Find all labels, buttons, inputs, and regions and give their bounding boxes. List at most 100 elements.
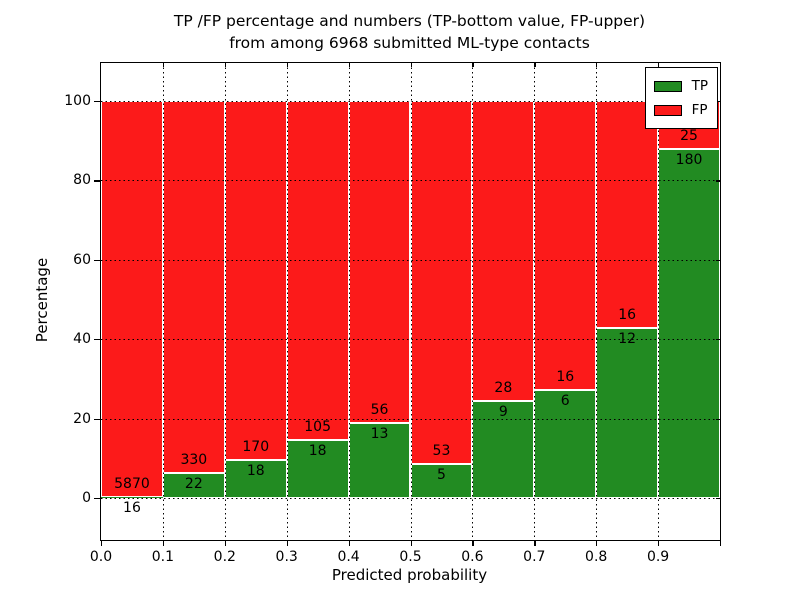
- bar-fp-segment: [472, 101, 535, 402]
- chart-title-line2: from among 6968 submitted ML-type contac…: [229, 34, 590, 52]
- bar-fp-segment: [534, 101, 597, 390]
- y-tick-label: 100: [64, 93, 91, 110]
- bar-tp-segment: [658, 149, 720, 498]
- y-tick-label: 40: [73, 331, 91, 348]
- x-tick-mark: [224, 540, 227, 546]
- y-tick-mark: [94, 339, 101, 341]
- bar-tp-segment: [286, 439, 349, 498]
- x-tick-mark: [534, 540, 536, 546]
- tp-count-label: 18: [246, 462, 265, 479]
- bar-fp-segment: [101, 101, 163, 497]
- x-tick-mark: [410, 540, 412, 546]
- x-tick-mark: [472, 540, 474, 546]
- x-tick-label: 0.3: [275, 549, 298, 565]
- gridline-vertical: [410, 63, 412, 540]
- legend-label: FP: [691, 102, 708, 118]
- bar-fp-segment: [410, 101, 473, 464]
- x-tick-label: 0.1: [151, 549, 175, 565]
- chart-title: TP /FP percentage and numbers (TP-bottom…: [100, 10, 719, 54]
- tp-count-label: 13: [370, 426, 389, 443]
- legend: TP FP: [644, 67, 718, 129]
- fp-count-label: 25: [680, 128, 698, 145]
- x-tick-mark: [162, 540, 165, 546]
- fp-count-label: 105: [304, 418, 331, 435]
- gridline-vertical: [224, 63, 226, 540]
- tp-count-label: 18: [308, 442, 327, 459]
- fp-count-label: 5870: [114, 475, 150, 492]
- legend-label: TP: [691, 78, 708, 94]
- y-tick-label: 20: [73, 410, 91, 427]
- x-tick-label: 0.9: [646, 549, 670, 565]
- tp-count-label: 22: [184, 476, 203, 493]
- tp-count-label: 5: [436, 466, 446, 483]
- fp-count-label: 16: [556, 368, 575, 385]
- x-tick-mark-top: [224, 63, 227, 67]
- x-tick-label: 0.5: [399, 549, 422, 565]
- tp-count-label: 16: [123, 499, 141, 516]
- legend-item-tp: TP: [653, 74, 708, 98]
- chart-title-line1: TP /FP percentage and numbers (TP-bottom…: [173, 12, 646, 30]
- y-tick-mark: [94, 418, 101, 420]
- x-tick-label: 0.4: [337, 549, 360, 565]
- gridline-vertical: [534, 63, 536, 540]
- y-tick-mark: [94, 180, 101, 182]
- x-tick-mark-top: [472, 63, 474, 67]
- x-tick-label: 0.7: [523, 549, 546, 565]
- x-tick-label: 0.2: [213, 549, 236, 565]
- tp-count-label: 9: [498, 404, 508, 421]
- fp-count-label: 56: [370, 402, 389, 419]
- tp-count-label: 180: [675, 152, 703, 169]
- x-axis-label: Predicted probability: [331, 566, 488, 584]
- fp-count-label: 16: [618, 306, 637, 323]
- gridline-vertical: [348, 63, 350, 540]
- x-tick-label: 0.8: [585, 549, 608, 565]
- y-tick-mark: [94, 101, 101, 103]
- gridline-vertical: [286, 63, 288, 540]
- gridline-vertical: [472, 63, 474, 540]
- x-tick-mark-top: [596, 63, 598, 67]
- x-tick-mark-top: [286, 63, 288, 67]
- y-tick-label: 80: [73, 172, 91, 189]
- x-tick-mark: [348, 540, 350, 546]
- bar-fp-segment: [286, 101, 349, 440]
- y-tick-mark: [94, 497, 101, 500]
- x-tick-mark: [720, 540, 722, 546]
- y-tick-mark-right: [716, 101, 720, 103]
- bar-fp-segment: [224, 101, 287, 460]
- y-tick-mark-right: [716, 180, 720, 182]
- x-tick-mark: [658, 540, 660, 546]
- gridline-vertical: [162, 63, 164, 540]
- x-tick-mark: [101, 540, 103, 546]
- x-tick-mark: [286, 540, 288, 546]
- y-tick-mark-right: [716, 339, 720, 341]
- gridline-vertical: [596, 63, 598, 540]
- bar-tp-segment: [224, 459, 287, 498]
- gridline-vertical: [658, 63, 660, 540]
- fp-count-label: 53: [432, 442, 451, 459]
- x-tick-mark-top: [658, 63, 660, 67]
- legend-item-fp: FP: [653, 98, 708, 122]
- x-tick-label: 0.0: [89, 549, 113, 565]
- x-tick-mark-top: [348, 63, 350, 67]
- y-tick-label: 60: [73, 251, 91, 268]
- fp-count-label: 170: [242, 438, 270, 455]
- tp-count-label: 12: [618, 330, 637, 347]
- bar-tp-segment: [101, 496, 163, 498]
- x-tick-mark-top: [534, 63, 536, 67]
- y-tick-label: 0: [82, 489, 91, 506]
- bar-tp-segment: [596, 327, 659, 498]
- x-tick-mark-top: [410, 63, 412, 67]
- x-tick-mark: [596, 540, 598, 546]
- y-tick-mark-right: [716, 259, 720, 262]
- bar-fp-segment: [348, 101, 411, 424]
- x-tick-mark-top: [162, 63, 165, 67]
- fp-count-label: 28: [494, 380, 513, 397]
- plot-area: 5870 16 330 22 170 18 105 18 56 13 53 5 28 9 16 6 16 12 25…: [64, 62, 722, 565]
- fp-count-label: 330: [180, 452, 208, 469]
- legend-tp-swatch: [653, 80, 682, 92]
- tp-count-label: 6: [560, 392, 570, 409]
- legend-fp-swatch: [653, 104, 682, 116]
- y-tick-mark: [94, 259, 101, 262]
- x-tick-label: 0.6: [461, 549, 484, 565]
